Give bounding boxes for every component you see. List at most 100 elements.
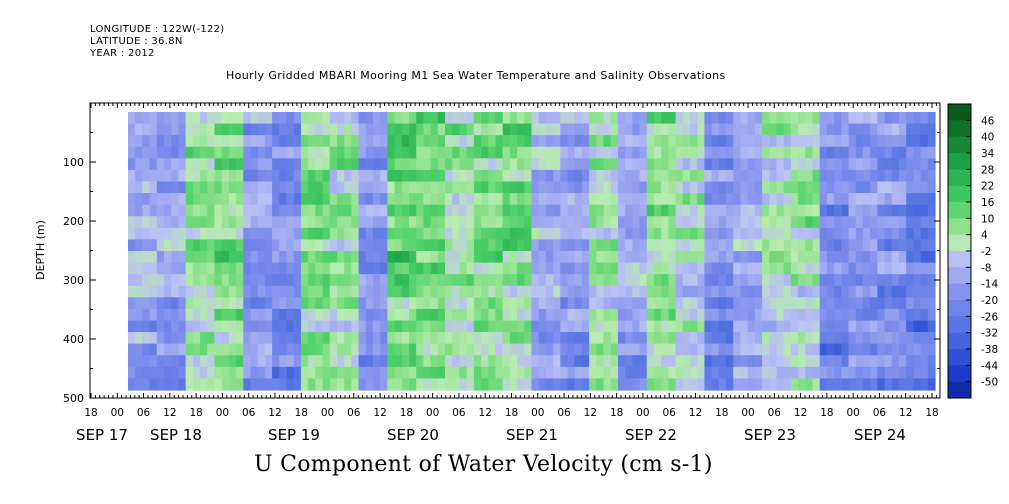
- heatmap-cell: [834, 308, 842, 322]
- heatmap-cell: [567, 343, 576, 356]
- heatmap-cell: [711, 308, 720, 322]
- heatmap-cell: [509, 285, 518, 298]
- heatmap-cell: [200, 378, 208, 391]
- heatmap-cell: [272, 169, 280, 183]
- heatmap-cell: [754, 146, 763, 159]
- heatmap-cell: [826, 297, 835, 310]
- heatmap-cell: [740, 181, 749, 194]
- heatmap-cell: [250, 274, 259, 287]
- heatmap-cell: [409, 366, 417, 380]
- heatmap-cell: [718, 355, 727, 368]
- heatmap-cell: [517, 366, 525, 380]
- heatmap-cell: [754, 378, 763, 391]
- heatmap-cell: [798, 112, 806, 125]
- heatmap-cell: [149, 308, 158, 322]
- heatmap-cell: [596, 239, 605, 252]
- heatmap-cell: [906, 169, 914, 183]
- heatmap-cell: [135, 158, 144, 171]
- heatmap-cell: [236, 343, 244, 356]
- heatmap-cell: [625, 378, 633, 391]
- heatmap-cell: [639, 251, 648, 264]
- heatmap-cell: [430, 297, 439, 310]
- colorbar-swatch: [948, 218, 971, 236]
- heatmap-cell: [675, 343, 684, 356]
- heatmap-cell: [156, 355, 165, 368]
- heatmap-cell: [207, 158, 216, 171]
- heatmap-cell: [488, 355, 497, 368]
- heatmap-cell: [553, 158, 561, 171]
- heatmap-cell: [329, 297, 338, 310]
- heatmap-cell: [747, 227, 756, 241]
- heatmap-cell: [625, 355, 633, 368]
- heatmap-cell: [329, 274, 338, 287]
- heatmap-cell: [228, 308, 237, 322]
- heatmap-cell: [322, 355, 331, 368]
- heatmap-cell: [646, 320, 655, 333]
- heatmap-cell: [783, 204, 792, 217]
- heatmap-cell: [740, 285, 749, 298]
- heatmap-cell: [156, 204, 165, 217]
- heatmap-cell: [524, 227, 533, 241]
- heatmap-cell: [156, 135, 165, 148]
- x-hour-label: 00: [216, 407, 229, 419]
- heatmap-cell: [596, 378, 605, 391]
- heatmap-cell: [913, 320, 922, 333]
- heatmap-cell: [243, 193, 252, 206]
- heatmap-cell: [221, 251, 230, 264]
- heatmap-cell: [264, 193, 273, 206]
- heatmap-cell: [372, 378, 381, 391]
- x-hour-label: 06: [452, 407, 466, 419]
- heatmap-cell: [358, 366, 367, 380]
- heatmap-cell: [581, 332, 590, 345]
- heatmap-cell: [718, 343, 727, 356]
- heatmap-cell: [430, 332, 439, 345]
- heatmap-cell: [128, 274, 136, 287]
- heatmap-cell: [589, 308, 597, 322]
- heatmap-cell: [697, 320, 706, 333]
- heatmap-cell: [545, 227, 554, 241]
- heatmap-cell: [740, 123, 749, 136]
- heatmap-cell: [452, 378, 461, 391]
- heatmap-cell: [690, 135, 698, 148]
- heatmap-cell: [358, 274, 367, 287]
- heatmap-cell: [423, 204, 432, 217]
- x-day-label: SEP 21: [506, 426, 558, 444]
- heatmap-cell: [783, 274, 792, 287]
- heatmap-cell: [351, 112, 360, 125]
- heatmap-cell: [596, 320, 605, 333]
- heatmap-cell: [135, 274, 144, 287]
- heatmap-cell: [156, 193, 165, 206]
- heatmap-cell: [293, 343, 302, 356]
- heatmap-cell: [192, 366, 201, 380]
- heatmap-cell: [682, 169, 691, 183]
- heatmap-cell: [567, 274, 576, 287]
- heatmap-cell: [697, 204, 706, 217]
- heatmap-cell: [913, 216, 922, 229]
- heatmap-cell: [128, 169, 136, 183]
- heatmap-cell: [783, 112, 792, 125]
- heatmap-cell: [156, 239, 165, 252]
- heatmap-cell: [711, 297, 720, 310]
- heatmap-cell: [466, 193, 475, 206]
- heatmap-cell: [747, 204, 756, 217]
- heatmap-cell: [733, 193, 742, 206]
- heatmap-cell: [228, 123, 237, 136]
- heatmap-cell: [877, 366, 886, 380]
- heatmap-cell: [697, 193, 706, 206]
- heatmap-cell: [545, 146, 554, 159]
- heatmap-cell: [740, 146, 749, 159]
- heatmap-cell: [841, 343, 850, 356]
- heatmap-cell: [264, 216, 273, 229]
- colorbar-label: 46: [981, 115, 995, 127]
- heatmap-cell: [524, 343, 533, 356]
- heatmap-cell: [596, 135, 605, 148]
- heatmap-cell: [459, 112, 468, 125]
- heatmap-cell: [747, 251, 756, 264]
- x-hour-label: 18: [610, 407, 623, 419]
- heatmap-cell: [351, 320, 360, 333]
- heatmap-cell: [884, 216, 893, 229]
- heatmap-cell: [805, 332, 814, 345]
- heatmap-cell: [430, 204, 439, 217]
- heatmap-cell: [711, 251, 720, 264]
- heatmap-cell: [848, 216, 857, 229]
